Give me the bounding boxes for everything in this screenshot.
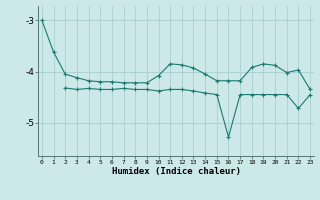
- X-axis label: Humidex (Indice chaleur): Humidex (Indice chaleur): [111, 167, 241, 176]
